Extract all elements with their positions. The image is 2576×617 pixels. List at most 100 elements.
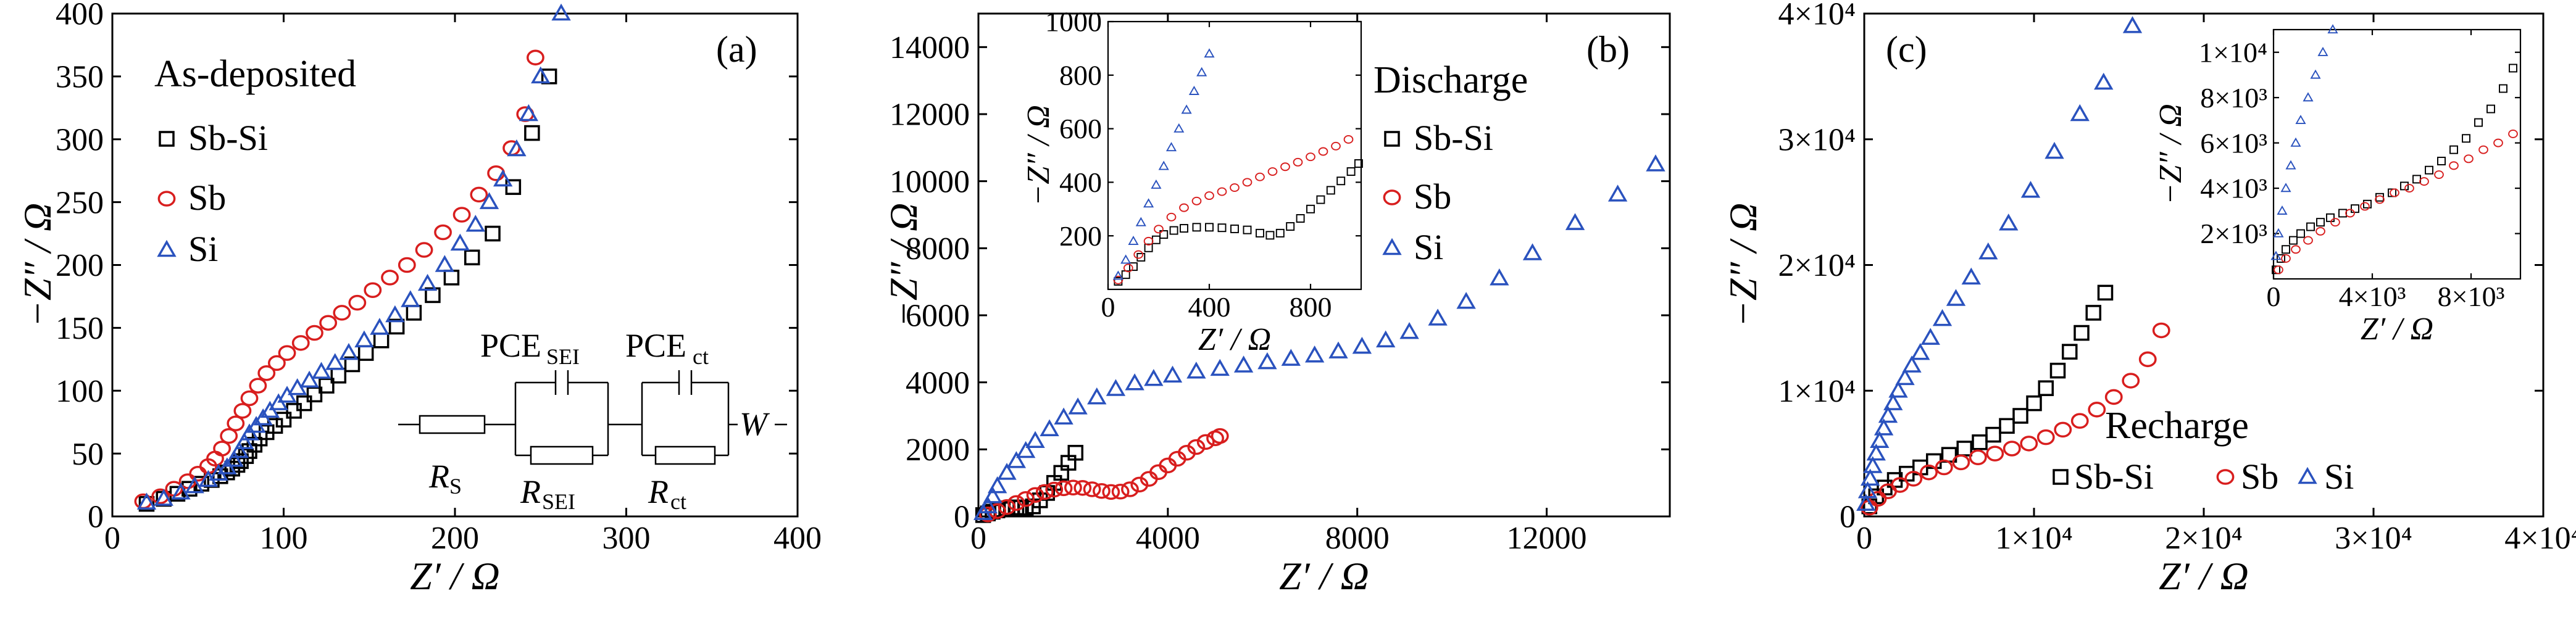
- c-point-si: [2070, 104, 2090, 122]
- b-inset-point-sb: [1179, 203, 1189, 212]
- a-point-si: [299, 370, 319, 388]
- c-inset-point-si: [2273, 228, 2284, 238]
- c-inset-point-sb-si: [2316, 218, 2325, 227]
- rct-label-sub: ct: [670, 489, 686, 514]
- a-legend-label-sb: Sb: [188, 178, 226, 218]
- c-inset-point-sb-si: [2277, 254, 2285, 263]
- b-point-sb: [978, 506, 997, 523]
- c-point-sb: [1952, 454, 1970, 471]
- b-inset-x-tick-label: 800: [1290, 291, 1332, 323]
- b-inset-series-sb: [1113, 135, 1354, 284]
- c-inset-point-si: [2270, 251, 2282, 260]
- c-inset-point-si: [2303, 92, 2314, 102]
- c-point-si: [2094, 72, 2114, 90]
- a-point-sb: [470, 186, 488, 203]
- b-point-sb: [1102, 484, 1120, 500]
- b-inset-point-sb: [1280, 162, 1290, 172]
- b-point-sb: [1054, 480, 1073, 497]
- b-inset-point-sb: [1331, 141, 1341, 151]
- a-point-si: [465, 215, 485, 232]
- a-point-sb: [213, 441, 231, 457]
- b-point-si: [1456, 292, 1476, 309]
- a-point-si: [136, 492, 157, 510]
- c-point-sb: [1935, 459, 1953, 476]
- c-point-si: [1902, 355, 1922, 373]
- b-point-si: [1428, 308, 1448, 326]
- c-inset-point-sb: [2434, 170, 2444, 180]
- c-inset-x-axis-title: Z′ / Ω: [2361, 312, 2433, 347]
- c-point-sb-si: [1999, 418, 2015, 434]
- b-point-si: [1607, 184, 1628, 202]
- b-inset-point-sb: [1204, 191, 1214, 201]
- b-point-si: [1281, 349, 1301, 366]
- a-point-sb-si: [505, 179, 522, 195]
- pce-ct-label-sub: ct: [693, 344, 709, 369]
- c-point-sb: [1969, 449, 1987, 465]
- c-y-axis-title: −Z″ / Ω: [1721, 203, 1765, 328]
- b-inset-point-si: [1173, 123, 1185, 133]
- b-inset-point-sb: [1318, 147, 1328, 156]
- a-equivalent-circuit: [398, 370, 787, 465]
- a-x-tick-label: 400: [773, 521, 822, 556]
- b-point-si: [1125, 373, 1144, 391]
- b-point-sb: [1073, 480, 1092, 496]
- c-inset-point-sb-si: [2509, 64, 2517, 73]
- b-inset-point-sb-si: [1159, 230, 1169, 239]
- b-point-si: [1106, 379, 1126, 396]
- a-point-si: [479, 192, 499, 209]
- c-point-si: [1866, 443, 1886, 461]
- b-point-si: [1006, 451, 1027, 468]
- b-inset-point-sb: [1306, 152, 1315, 162]
- b-point-sb: [1064, 479, 1082, 496]
- c-x-tick-label: 0: [1856, 521, 1872, 556]
- b-inset-point-sb-si: [1192, 223, 1201, 232]
- b-point-sb: [1111, 484, 1130, 500]
- a-legend-label-sb-si: Sb-Si: [188, 118, 268, 158]
- a-point-sb: [278, 345, 296, 361]
- b-point-sb: [1035, 484, 1054, 500]
- a-y-tick-label: 100: [56, 374, 104, 409]
- c-panel-label: (c): [1886, 29, 1927, 70]
- c-inset-y-tick-label: 1×10⁴: [2199, 36, 2267, 68]
- c-point-sb: [1891, 477, 1909, 493]
- a-point-si: [354, 330, 374, 347]
- c-point-si: [1883, 393, 1903, 410]
- b-point-si: [1304, 346, 1325, 363]
- c-inset-point-sb-si: [2351, 204, 2359, 213]
- c-point-si: [2122, 16, 2143, 33]
- b-point-si: [988, 476, 1007, 494]
- c-legend-marker-sb: [2216, 469, 2235, 485]
- c-inset-point-si: [2317, 46, 2328, 56]
- a-point-sb: [527, 49, 544, 66]
- c-point-sb: [2138, 351, 2157, 368]
- b-series-sb: [978, 428, 1229, 523]
- b-point-sb: [1007, 495, 1025, 511]
- b-inset-point-si: [1158, 160, 1169, 170]
- b-inset-x-tick-label: 400: [1188, 291, 1231, 323]
- b-inset-point-sb: [1293, 157, 1303, 167]
- a-y-tick-label: 400: [56, 0, 104, 32]
- b-inset-series-si: [1112, 48, 1215, 280]
- a-point-si: [234, 432, 254, 450]
- c-inset-x-tick-label: 4×10³: [2339, 281, 2406, 312]
- b-point-si: [1144, 369, 1164, 386]
- c-x-tick-label: 2×10⁴: [2165, 521, 2242, 556]
- c-legend-marker-si: [2298, 466, 2317, 484]
- b-legend-marker-si: [1382, 238, 1402, 255]
- c-point-si: [1857, 481, 1878, 499]
- a-point-sb: [452, 207, 471, 223]
- rct-label: R: [648, 473, 669, 510]
- b-point-si: [1376, 330, 1396, 347]
- b-inset-y-tick-label: 200: [1059, 220, 1102, 252]
- c-inset-point-sb-si: [2326, 213, 2335, 222]
- panel-c: 0 1×10⁴ 2×10⁴ 3×10⁴ 4×10⁴ 0 1×10⁴ 2×10⁴ 3×10⁴ 4×1…: [1721, 0, 2576, 598]
- b-legend-label-sb-si: Sb-Si: [1414, 118, 1493, 158]
- c-inset-point-si: [2290, 137, 2301, 147]
- c-inset-point-sb-si: [2437, 157, 2446, 165]
- a-point-sb: [415, 242, 433, 258]
- a-point-sb: [267, 355, 286, 371]
- a-point-si: [531, 66, 551, 84]
- b-inset-point-sb-si: [1129, 262, 1138, 271]
- rs-label: R: [428, 458, 449, 495]
- c-point-sb: [2122, 373, 2140, 389]
